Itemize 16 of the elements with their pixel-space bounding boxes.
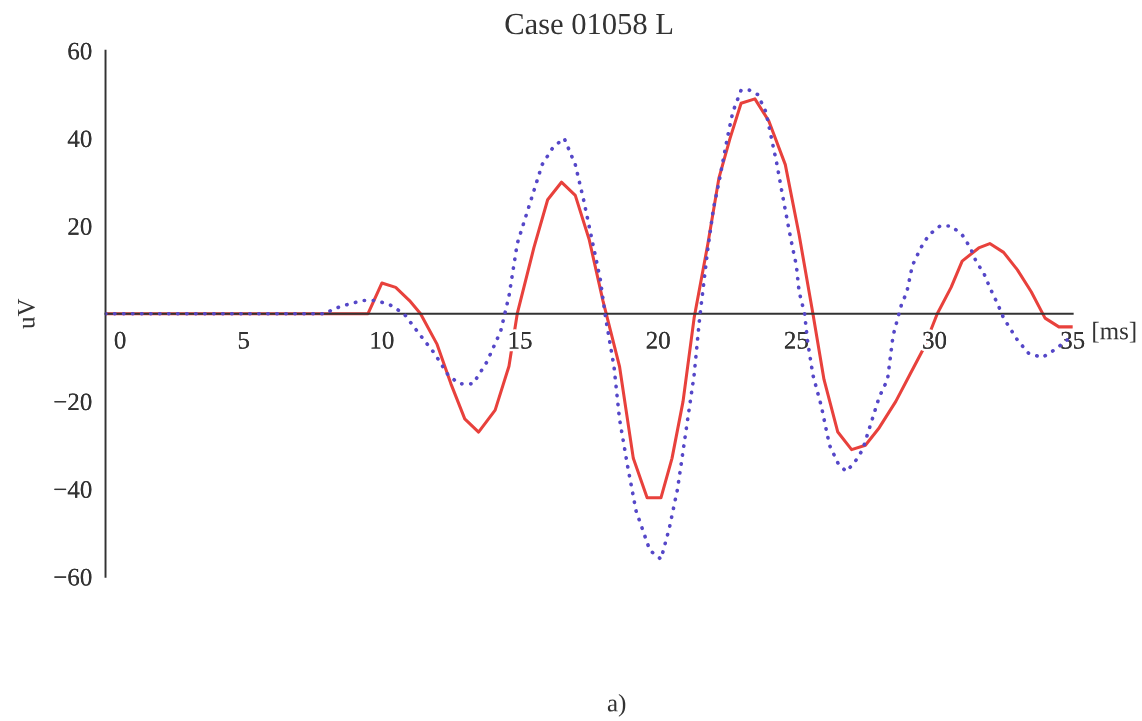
x-tick-label: 0: [114, 331, 126, 349]
x-tick-label: 25: [784, 331, 808, 349]
y-axis-title: uV: [18, 298, 35, 329]
x-tick-label: 10: [371, 331, 394, 349]
y-tick-label: −40: [54, 481, 92, 498]
x-tick-label: 5: [238, 332, 249, 349]
y-tick-label: −60: [54, 568, 92, 586]
x-axis-title: [ms]: [1093, 321, 1136, 343]
y-tick-label: 60: [68, 42, 92, 60]
text: a): [607, 694, 626, 717]
y-tick-label: 40: [67, 130, 92, 148]
y-tick-label: −20: [54, 393, 92, 411]
chart-title: Case 01058 L: [505, 13, 673, 35]
x-tick-label: 20: [646, 331, 670, 349]
x-tick-label: 35: [1061, 331, 1085, 349]
y-tick-label: 20: [68, 218, 92, 235]
